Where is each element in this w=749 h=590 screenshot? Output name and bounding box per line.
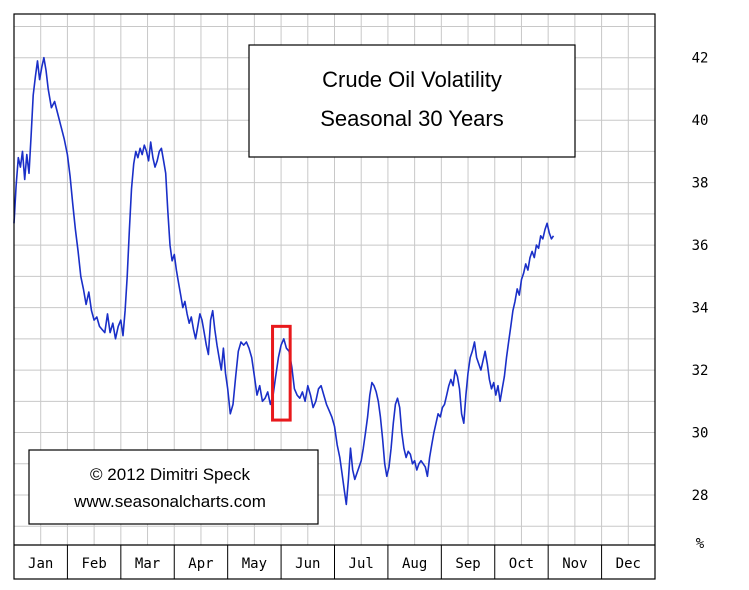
month-label-mar: Mar	[135, 556, 160, 572]
y-tick-label: 38	[692, 176, 709, 192]
y-tick-label: 42	[692, 51, 709, 67]
credit-box: © 2012 Dimitri Speck www.seasonalcharts.…	[28, 449, 319, 525]
x-axis-month-labels: Jan Feb Mar Apr May Jun Jul Aug Sep Oct Nov Dec	[28, 545, 641, 579]
y-axis-ticks: 28 30 32 34 36 38 40 42	[692, 51, 709, 504]
y-tick-label: 28	[692, 488, 709, 504]
month-label-aug: Aug	[402, 556, 427, 572]
website-text: www.seasonalcharts.com	[73, 492, 266, 511]
y-tick-label: 40	[692, 113, 709, 129]
highlight-box	[271, 324, 292, 422]
plot-border	[13, 13, 656, 580]
title-box: Crude Oil Volatility Seasonal 30 Years	[248, 44, 576, 158]
month-label-nov: Nov	[562, 556, 587, 572]
copyright-text: © 2012 Dimitri Speck	[90, 465, 250, 484]
chart-title-line-2: Seasonal 30 Years	[320, 106, 504, 131]
y-tick-label: 34	[692, 301, 709, 317]
volatility-series-line	[13, 56, 555, 506]
month-label-feb: Feb	[81, 556, 106, 572]
y-unit-label: %	[696, 536, 705, 552]
month-label-sep: Sep	[455, 556, 480, 572]
month-label-dec: Dec	[616, 556, 641, 572]
month-label-oct: Oct	[509, 556, 534, 572]
month-label-jan: Jan	[28, 556, 53, 572]
y-tick-label: 36	[692, 238, 709, 254]
month-label-apr: Apr	[188, 556, 213, 572]
month-label-may: May	[242, 556, 267, 572]
month-label-jun: Jun	[295, 556, 320, 572]
month-label-jul: Jul	[349, 556, 374, 572]
chart-title-line-1: Crude Oil Volatility	[322, 67, 502, 92]
y-tick-label: 30	[692, 426, 709, 442]
y-tick-label: 32	[692, 363, 709, 379]
